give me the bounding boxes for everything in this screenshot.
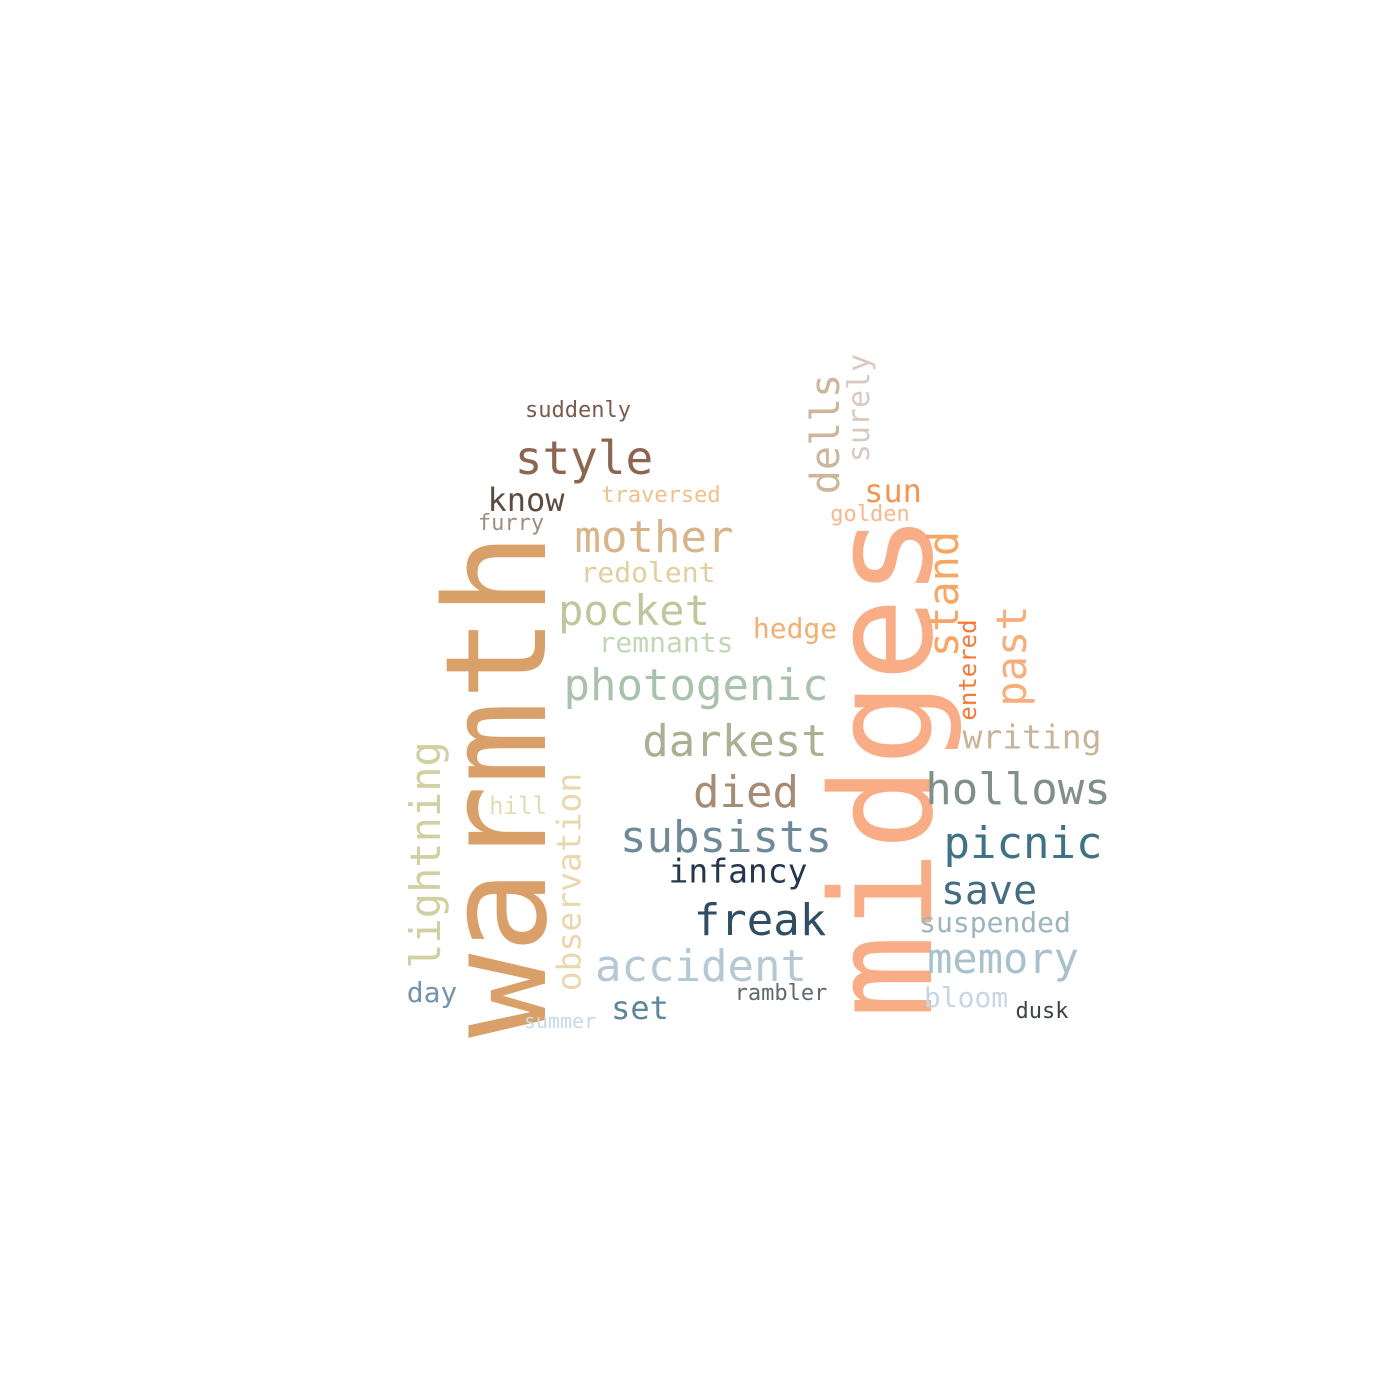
- word-freak: freak: [693, 895, 827, 946]
- word-know: know: [487, 481, 565, 519]
- word-redolent: redolent: [580, 556, 716, 589]
- word-memory: memory: [927, 934, 1079, 983]
- word-accident: accident: [595, 941, 807, 992]
- word-hill: hill: [489, 792, 547, 820]
- word-remnants: remnants: [598, 626, 734, 659]
- word-photogenic: photogenic: [563, 660, 829, 711]
- word-dusk: dusk: [1015, 999, 1069, 1024]
- word-surely: surely: [842, 353, 877, 463]
- word-entered: entered: [954, 619, 982, 721]
- word-furry: furry: [477, 511, 545, 536]
- word-writing: writing: [962, 717, 1102, 757]
- word-day: day: [406, 976, 458, 1009]
- word-style: style: [514, 431, 654, 485]
- word-sun: sun: [864, 472, 922, 510]
- word-pocket: pocket: [558, 586, 710, 635]
- word-subsists: subsists: [620, 812, 832, 863]
- word-set: set: [611, 989, 669, 1027]
- word-infancy: infancy: [668, 851, 808, 891]
- word-traversed: traversed: [601, 483, 721, 508]
- word-suddenly: suddenly: [525, 398, 631, 423]
- word-died: died: [693, 767, 799, 818]
- word-mother: mother: [574, 512, 734, 563]
- word-dells: dells: [803, 373, 849, 495]
- word-darkest: darkest: [642, 716, 828, 767]
- word-bloom: bloom: [923, 981, 1009, 1014]
- word-hedge: hedge: [752, 612, 838, 645]
- word-save: save: [940, 868, 1038, 914]
- word-picnic: picnic: [943, 818, 1103, 869]
- word-summer: summer: [523, 1009, 597, 1033]
- word-hollows: hollows: [925, 764, 1111, 815]
- word-observation: observation: [549, 772, 589, 992]
- word-lightning: lightning: [401, 741, 450, 969]
- word-past: past: [987, 605, 1036, 707]
- word-rambler: rambler: [734, 981, 828, 1006]
- word-suspended: suspended: [919, 906, 1071, 939]
- word-golden: golden: [830, 502, 910, 527]
